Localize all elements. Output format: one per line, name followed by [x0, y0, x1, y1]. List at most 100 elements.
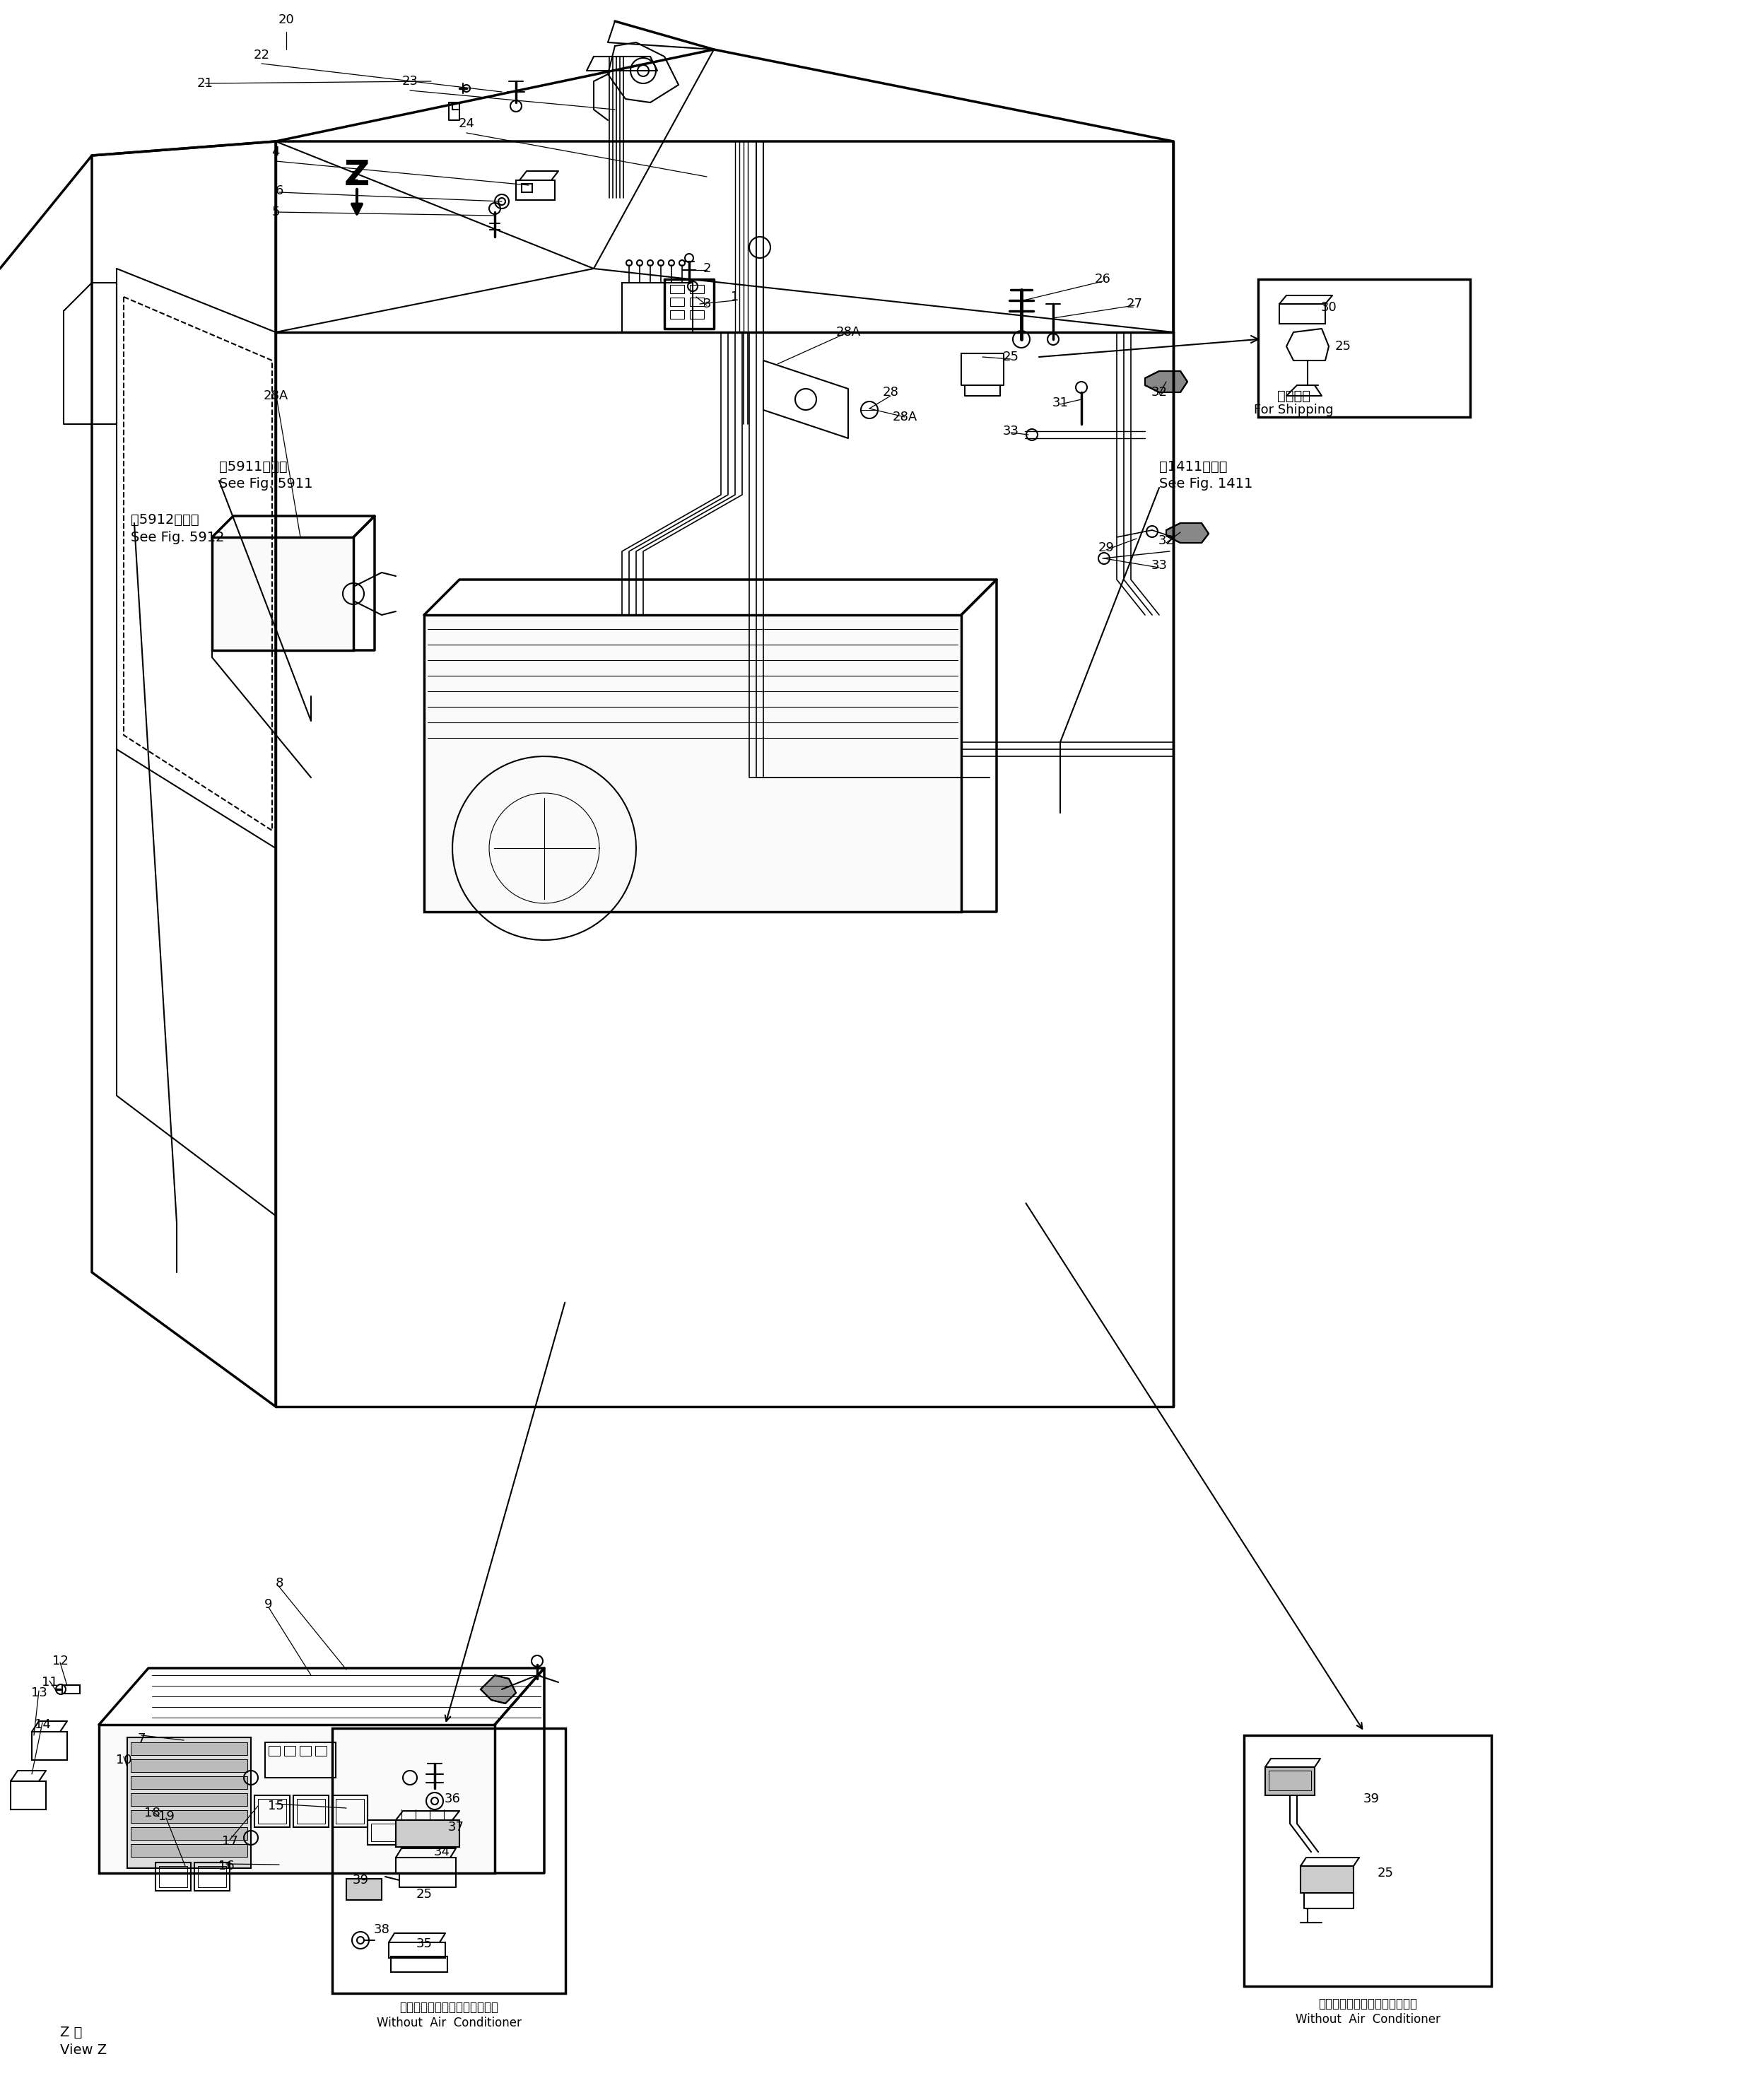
Bar: [198, 1867, 226, 1888]
Text: See Fig. 5911: See Fig. 5911: [219, 477, 312, 491]
Text: 4: 4: [272, 145, 279, 158]
Text: エアーコンディショナ未装備時: エアーコンディショナ未装備時: [400, 2001, 498, 2014]
Text: 27: 27: [1127, 298, 1143, 311]
Text: 13: 13: [32, 1686, 47, 1699]
Text: 第1411図参照: 第1411図参照: [1158, 460, 1227, 473]
Text: View Z: View Z: [60, 2043, 107, 2056]
Bar: [391, 1957, 448, 1972]
Text: 25: 25: [416, 1888, 432, 1901]
Text: 28A: 28A: [892, 412, 918, 424]
Text: 22: 22: [253, 48, 270, 61]
Bar: [1265, 1766, 1314, 1796]
Text: 14: 14: [35, 1718, 51, 1730]
Text: 6: 6: [276, 185, 283, 197]
Bar: [670, 286, 684, 294]
Text: 28A: 28A: [835, 326, 860, 338]
Text: See Fig. 1411: See Fig. 1411: [1158, 477, 1253, 491]
Text: Z: Z: [344, 158, 370, 193]
Text: 32: 32: [1158, 533, 1174, 548]
Bar: [1244, 1735, 1492, 1987]
Bar: [132, 1760, 247, 1772]
Text: 20: 20: [279, 13, 295, 25]
Bar: [332, 1728, 565, 1993]
Bar: [265, 1743, 335, 1779]
Bar: [132, 1743, 247, 1756]
Polygon shape: [1167, 523, 1209, 542]
Bar: [397, 1821, 460, 1848]
Text: 35: 35: [416, 1938, 432, 1951]
Text: 連携部品: 連携部品: [1278, 388, 1309, 403]
Polygon shape: [1144, 372, 1188, 393]
Bar: [132, 1777, 247, 1789]
Text: 25: 25: [1336, 340, 1351, 353]
Polygon shape: [481, 1676, 516, 1703]
Bar: [670, 311, 684, 319]
Text: 2: 2: [702, 262, 711, 275]
Text: 23: 23: [402, 76, 418, 88]
Bar: [132, 1844, 247, 1856]
Text: 37: 37: [448, 1821, 463, 1833]
Bar: [397, 1858, 456, 1873]
Bar: [132, 1827, 247, 1840]
Text: 30: 30: [1322, 300, 1337, 313]
Text: 33: 33: [1151, 559, 1167, 571]
Text: See Fig. 5912: See Fig. 5912: [132, 531, 225, 544]
Bar: [670, 298, 684, 307]
Text: 9: 9: [265, 1598, 272, 1611]
Bar: [156, 1863, 191, 1890]
Text: 28: 28: [883, 386, 899, 399]
Bar: [516, 181, 555, 200]
Text: 15: 15: [267, 1800, 284, 1812]
Bar: [160, 1867, 188, 1888]
Text: 第5912図参照: 第5912図参照: [132, 512, 198, 527]
Text: 39: 39: [353, 1873, 369, 1886]
Bar: [132, 1810, 247, 1823]
Text: 17: 17: [221, 1835, 237, 1848]
Text: 第5911図参照: 第5911図参照: [219, 460, 288, 473]
Text: 26: 26: [1095, 273, 1111, 286]
Text: 16: 16: [218, 1861, 233, 1873]
Text: 25: 25: [1002, 351, 1020, 363]
Bar: [254, 1796, 290, 1827]
Text: 31: 31: [1053, 397, 1069, 410]
Bar: [284, 1745, 295, 1756]
Bar: [370, 1823, 421, 1842]
Bar: [1258, 279, 1471, 418]
Bar: [346, 1880, 381, 1901]
Text: Without  Air  Conditioner: Without Air Conditioner: [376, 2016, 521, 2029]
Text: 24: 24: [458, 118, 474, 130]
Bar: [300, 1745, 311, 1756]
Bar: [425, 615, 962, 911]
Text: 7: 7: [137, 1732, 146, 1745]
Text: 36: 36: [444, 1793, 460, 1806]
Bar: [1279, 304, 1325, 323]
Bar: [32, 1732, 67, 1760]
Bar: [1300, 1867, 1353, 1892]
Text: Z 視: Z 視: [60, 2024, 82, 2039]
Bar: [269, 1745, 279, 1756]
Text: 8: 8: [276, 1577, 283, 1590]
Text: 38: 38: [374, 1924, 390, 1936]
Bar: [212, 538, 353, 651]
Bar: [98, 1724, 495, 1873]
Text: 18: 18: [144, 1806, 160, 1819]
Text: 5: 5: [272, 206, 279, 218]
Text: 1: 1: [732, 290, 739, 302]
Text: Without  Air  Conditioner: Without Air Conditioner: [1295, 2014, 1441, 2026]
Bar: [258, 1800, 286, 1823]
Bar: [132, 1793, 247, 1806]
Text: 29: 29: [1099, 542, 1114, 554]
Text: 10: 10: [116, 1754, 132, 1766]
Bar: [316, 1745, 326, 1756]
Text: 21: 21: [197, 78, 212, 90]
Text: 11: 11: [42, 1676, 58, 1688]
Text: 32: 32: [1151, 386, 1167, 399]
Bar: [126, 1737, 251, 1869]
Bar: [335, 1800, 363, 1823]
Text: 12: 12: [53, 1655, 68, 1667]
Bar: [1269, 1770, 1311, 1791]
Bar: [390, 1943, 446, 1957]
Bar: [297, 1800, 325, 1823]
Bar: [11, 1781, 46, 1810]
Bar: [690, 298, 704, 307]
